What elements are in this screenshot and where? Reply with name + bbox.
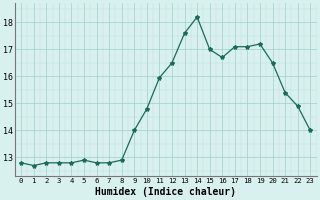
X-axis label: Humidex (Indice chaleur): Humidex (Indice chaleur) (95, 186, 236, 197)
